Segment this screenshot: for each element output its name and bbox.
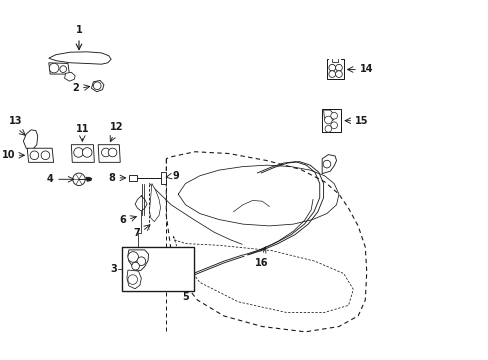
Polygon shape: [23, 130, 38, 150]
Text: 8: 8: [108, 173, 115, 183]
Circle shape: [73, 173, 85, 185]
Text: 9: 9: [172, 171, 179, 181]
Polygon shape: [91, 80, 104, 92]
Circle shape: [323, 160, 330, 168]
Circle shape: [128, 275, 137, 284]
Circle shape: [108, 148, 117, 157]
Circle shape: [335, 71, 342, 77]
Circle shape: [330, 122, 337, 129]
Text: 7: 7: [133, 228, 140, 238]
Circle shape: [330, 112, 337, 119]
Text: 5: 5: [182, 292, 188, 302]
Polygon shape: [326, 59, 343, 79]
Polygon shape: [98, 145, 120, 162]
Circle shape: [30, 151, 39, 159]
Circle shape: [41, 151, 50, 159]
Circle shape: [93, 82, 101, 90]
Polygon shape: [160, 172, 166, 184]
Circle shape: [128, 252, 138, 262]
Polygon shape: [322, 109, 341, 132]
Text: 6: 6: [119, 215, 126, 225]
Polygon shape: [128, 250, 148, 271]
Circle shape: [324, 116, 331, 124]
Polygon shape: [149, 184, 160, 222]
Bar: [122, 247, 194, 291]
Text: 10: 10: [2, 150, 15, 160]
Polygon shape: [322, 154, 336, 174]
Circle shape: [74, 148, 83, 157]
Polygon shape: [129, 175, 136, 181]
Polygon shape: [127, 270, 141, 289]
Circle shape: [137, 257, 145, 266]
Text: 16: 16: [254, 258, 267, 268]
Polygon shape: [49, 52, 111, 64]
Circle shape: [328, 71, 335, 77]
Text: 14: 14: [359, 64, 373, 75]
Polygon shape: [71, 145, 94, 162]
Polygon shape: [323, 110, 333, 123]
Polygon shape: [49, 63, 69, 74]
Text: 2: 2: [72, 83, 79, 93]
Circle shape: [49, 63, 59, 73]
Circle shape: [102, 148, 110, 157]
Polygon shape: [27, 148, 54, 162]
Circle shape: [325, 125, 331, 132]
Polygon shape: [85, 177, 92, 181]
Circle shape: [82, 148, 92, 157]
Circle shape: [131, 262, 139, 270]
Polygon shape: [64, 72, 75, 81]
Circle shape: [60, 66, 66, 72]
Text: 11: 11: [76, 124, 89, 134]
Text: 12: 12: [109, 122, 123, 132]
Text: 15: 15: [354, 116, 368, 126]
Circle shape: [335, 64, 342, 71]
Text: 3: 3: [110, 264, 117, 274]
Text: 4: 4: [47, 174, 54, 184]
Circle shape: [328, 64, 335, 71]
Text: 13: 13: [9, 116, 22, 126]
Text: 1: 1: [76, 25, 82, 35]
